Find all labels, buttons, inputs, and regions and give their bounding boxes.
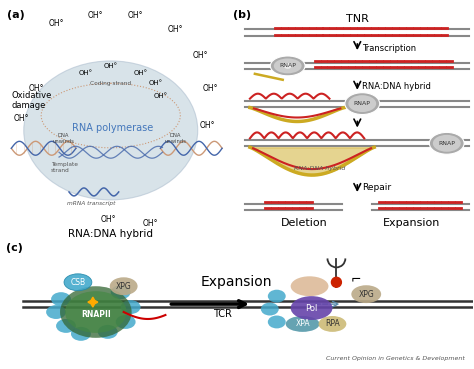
Text: RNA:DNA hybrid: RNA:DNA hybrid	[68, 229, 153, 239]
Text: OH°: OH°	[48, 19, 64, 28]
Text: Transcription: Transcription	[362, 44, 416, 52]
Text: OH°: OH°	[14, 114, 29, 123]
Text: OH°: OH°	[148, 80, 163, 86]
Text: OH°: OH°	[128, 11, 143, 20]
Ellipse shape	[291, 296, 332, 320]
Ellipse shape	[270, 56, 305, 76]
Text: DNA
unwinds: DNA unwinds	[164, 133, 186, 144]
Text: OH°: OH°	[192, 51, 208, 61]
Text: OH°: OH°	[28, 84, 44, 93]
Text: TNR: TNR	[346, 14, 369, 24]
Polygon shape	[88, 297, 98, 307]
Ellipse shape	[351, 285, 381, 303]
Ellipse shape	[71, 327, 91, 341]
Text: Current Opinion in Genetics & Development: Current Opinion in Genetics & Developmen…	[326, 356, 465, 361]
Ellipse shape	[286, 316, 319, 332]
Text: XPG: XPG	[116, 282, 132, 291]
Ellipse shape	[24, 61, 198, 200]
Text: OH°: OH°	[200, 121, 215, 130]
Text: Expansion: Expansion	[383, 218, 441, 228]
Ellipse shape	[345, 93, 380, 114]
Ellipse shape	[65, 291, 127, 333]
Text: Oxidative
damage: Oxidative damage	[11, 91, 52, 110]
Ellipse shape	[268, 290, 286, 303]
Text: XPA: XPA	[295, 320, 310, 328]
Text: OH°: OH°	[79, 70, 93, 76]
Text: OH°: OH°	[104, 63, 118, 69]
Text: OH°: OH°	[154, 93, 167, 99]
Text: OH°: OH°	[134, 70, 147, 76]
Text: RPA: RPA	[325, 320, 340, 328]
Text: (b): (b)	[233, 10, 251, 20]
Text: Expansion: Expansion	[200, 275, 272, 289]
Ellipse shape	[348, 95, 376, 112]
Ellipse shape	[110, 277, 137, 295]
Text: ⌐: ⌐	[351, 273, 362, 286]
Ellipse shape	[64, 274, 92, 291]
Text: RNA polymerase: RNA polymerase	[72, 123, 154, 134]
Text: RNAPII: RNAPII	[81, 310, 111, 318]
Text: OH°: OH°	[143, 219, 158, 228]
Ellipse shape	[111, 285, 131, 299]
Text: RNAP: RNAP	[354, 101, 371, 106]
Ellipse shape	[60, 286, 132, 338]
Ellipse shape	[261, 303, 279, 315]
Text: (a): (a)	[8, 10, 25, 20]
Text: CSB: CSB	[70, 278, 85, 287]
Text: (c): (c)	[6, 242, 23, 252]
Text: RNA:DNA hybrid: RNA:DNA hybrid	[294, 166, 345, 170]
Text: DNA
unwinds: DNA unwinds	[52, 133, 74, 144]
Ellipse shape	[291, 276, 328, 296]
Text: Pol: Pol	[305, 304, 318, 313]
Ellipse shape	[319, 316, 346, 332]
Circle shape	[331, 277, 341, 287]
Text: RNAP: RNAP	[279, 63, 296, 68]
Text: Template
strand: Template strand	[51, 162, 78, 173]
Text: OH°: OH°	[101, 215, 117, 224]
Ellipse shape	[51, 292, 71, 306]
Text: TCR: TCR	[213, 309, 232, 319]
Ellipse shape	[429, 132, 464, 154]
Ellipse shape	[284, 63, 292, 69]
Ellipse shape	[274, 58, 301, 73]
Text: XPG: XPG	[358, 290, 374, 299]
Text: mRNA transcript: mRNA transcript	[67, 201, 115, 206]
Text: Deletion: Deletion	[281, 218, 328, 228]
Text: Repair: Repair	[362, 183, 392, 193]
Ellipse shape	[56, 319, 76, 333]
Text: RNAP: RNAP	[438, 141, 455, 146]
Text: RNA:DNA hybrid: RNA:DNA hybrid	[362, 82, 431, 91]
Ellipse shape	[116, 315, 136, 329]
Text: OH°: OH°	[202, 84, 218, 93]
Text: OH°: OH°	[88, 11, 104, 20]
Ellipse shape	[433, 135, 461, 152]
Ellipse shape	[268, 315, 286, 328]
Text: Coding strand: Coding strand	[90, 81, 131, 86]
Ellipse shape	[98, 325, 118, 339]
Ellipse shape	[46, 305, 66, 319]
Text: OH°: OH°	[168, 25, 183, 34]
Ellipse shape	[121, 300, 141, 314]
